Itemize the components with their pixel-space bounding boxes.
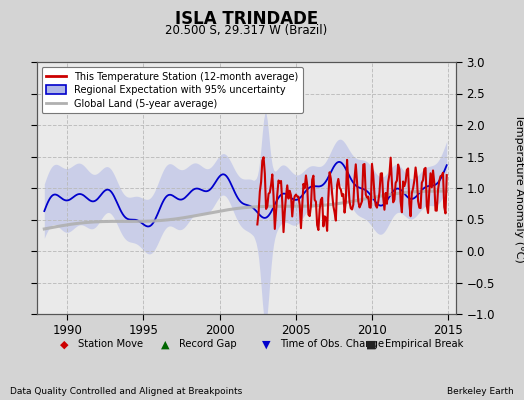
Text: Station Move: Station Move [78,339,143,349]
Text: ▼: ▼ [261,339,270,349]
Text: ▲: ▲ [161,339,169,349]
Y-axis label: Temperature Anomaly (°C): Temperature Anomaly (°C) [514,114,524,262]
Text: Berkeley Earth: Berkeley Earth [447,387,514,396]
Text: Data Quality Controlled and Aligned at Breakpoints: Data Quality Controlled and Aligned at B… [10,387,243,396]
Text: ISLA TRINDADE: ISLA TRINDADE [174,10,318,28]
Text: 20.500 S, 29.317 W (Brazil): 20.500 S, 29.317 W (Brazil) [165,24,328,37]
Text: Empirical Break: Empirical Break [385,339,464,349]
Legend: This Temperature Station (12-month average), Regional Expectation with 95% uncer: This Temperature Station (12-month avera… [41,67,303,113]
Text: Time of Obs. Change: Time of Obs. Change [280,339,384,349]
Text: Record Gap: Record Gap [179,339,236,349]
Text: ■: ■ [366,339,377,349]
Text: ◆: ◆ [60,339,69,349]
